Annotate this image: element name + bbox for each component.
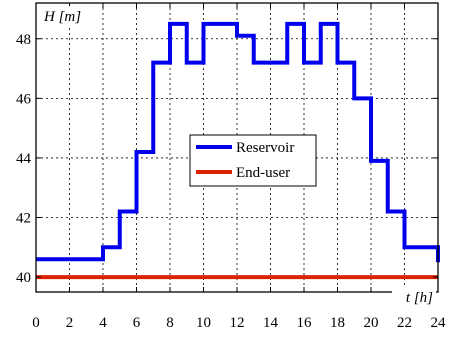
- y-tick-label: 46: [16, 91, 32, 107]
- series-line-reservoir: [36, 21, 440, 263]
- x-tick-label: 2: [66, 315, 74, 331]
- y-tick-label: 42: [16, 211, 31, 227]
- x-tick-label: 6: [133, 315, 141, 331]
- legend: Reservoir End-user: [189, 134, 317, 187]
- x-tick-label: 20: [364, 315, 379, 331]
- x-tick-label: 22: [397, 315, 412, 331]
- x-tick-label: 14: [263, 315, 279, 331]
- x-tick-label: 24: [431, 315, 447, 331]
- x-tick-label: 4: [99, 315, 107, 331]
- x-tick-label: 12: [230, 315, 245, 331]
- x-tick-label: 0: [32, 315, 40, 331]
- x-tick-label: 16: [297, 315, 313, 331]
- y-tick-label: 48: [16, 32, 31, 48]
- tick-marks: [35, 3, 439, 292]
- legend-box: [189, 134, 317, 187]
- x-axis-label: t [h]: [406, 290, 433, 306]
- y-axis-label: H [m]: [43, 9, 81, 25]
- y-tick-label: 40: [16, 270, 31, 286]
- x-axis-label-background: [392, 287, 436, 307]
- legend-label-reservoir: Reservoir: [236, 140, 294, 156]
- y-tick-label: 44: [16, 151, 32, 167]
- y-axis-label-background: [40, 6, 96, 27]
- legend-label-end-user: End-user: [236, 165, 290, 181]
- x-tick-label: 10: [196, 315, 211, 331]
- series-lines: [36, 21, 440, 280]
- x-tick-label: 8: [166, 315, 174, 331]
- x-tick-label: 18: [330, 315, 345, 331]
